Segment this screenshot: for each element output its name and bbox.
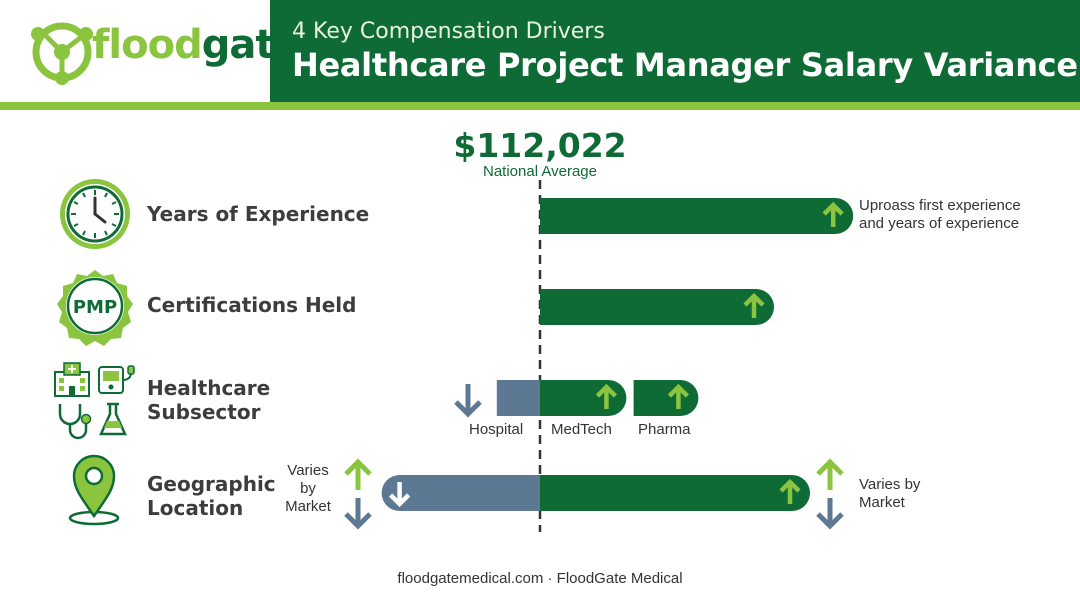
header-subtitle: 4 Key Compensation Drivers (292, 19, 605, 44)
logo-flood: flood (92, 22, 203, 68)
healthcare-icons (54, 362, 135, 440)
experience-note-line2: and years of experience (859, 215, 1020, 232)
location-left-note-line2: by (300, 480, 316, 497)
row-label-subsector: Healthcare Subsector (147, 376, 270, 424)
medical-device-icon (98, 365, 135, 394)
experience-note: Uproass first experience and years of ex… (859, 197, 1021, 233)
down-arrow-icon (816, 498, 844, 530)
bar-up-arrow-icon-2-2 (667, 383, 689, 409)
logo-area (0, 0, 270, 104)
bar-down-arrow-icon-3-0 (389, 482, 411, 508)
bar-row1-0 (540, 289, 774, 325)
floodgate-logo-text: floodgate (92, 22, 301, 68)
header-title: Healthcare Project Manager Salary Varian… (292, 46, 1078, 84)
category-label-pharma: Pharma (638, 421, 691, 438)
header-band (270, 0, 1080, 104)
location-left-arrows (344, 458, 372, 530)
footer-credit: floodgatemedical.com · FloodGate Medical (397, 570, 683, 587)
location-left-note: Varies by Market (280, 462, 336, 516)
bar-up-arrow-icon-1-0 (743, 292, 765, 318)
bar-row2-2 (633, 380, 699, 416)
row-label-location-line1: Geographic (147, 472, 276, 496)
row-label-subsector-line2: Subsector (147, 400, 261, 424)
bar-row0-0 (540, 198, 854, 234)
bar-up-arrow-icon-3-1 (779, 478, 801, 504)
experience-note-line1: Uproass first experience (859, 197, 1021, 214)
hospital-down-arrow-icon (454, 384, 482, 418)
location-pin-icon (68, 454, 120, 526)
down-arrow-icon (344, 498, 372, 530)
row-label-location: Geographic Location (147, 472, 276, 520)
bar-row3-0 (381, 475, 540, 511)
category-label-hospital: Hospital (469, 421, 524, 438)
row-label-certifications: Certifications Held (147, 293, 357, 317)
category-label-medtech: MedTech (551, 421, 612, 438)
clock-icon (60, 179, 130, 249)
floodgate-logo-icon (31, 22, 93, 85)
bar-row2-1 (540, 380, 627, 416)
row-label-location-line2: Location (147, 496, 244, 520)
hospital-icon (54, 362, 90, 397)
bar-up-arrow-icon-2-1 (595, 383, 617, 409)
location-right-arrows (816, 458, 844, 530)
pmp-badge-text: PMP (73, 297, 117, 318)
bar-up-arrow-icon-0-0 (822, 201, 844, 227)
pmp-badge-icon: PMP (57, 270, 133, 346)
header-stripe (0, 102, 1080, 110)
location-right-note-line2: Market (859, 494, 905, 511)
up-arrow-icon (816, 458, 844, 490)
logo-gate: gate (201, 22, 301, 68)
location-left-note-line1: Varies (287, 462, 329, 479)
flask-icon (99, 402, 127, 436)
row-label-experience: Years of Experience (147, 202, 370, 226)
location-left-note-line3: Market (285, 498, 331, 515)
up-arrow-icon (344, 458, 372, 490)
bar-row2-0 (496, 380, 540, 416)
bar-row3-1 (540, 475, 810, 511)
stethoscope-icon (58, 404, 92, 440)
location-right-note: Varies by Market (859, 476, 920, 512)
national-average-value: $112,022 (453, 126, 627, 165)
location-right-note-line1: Varies by (859, 476, 921, 493)
row-label-subsector-line1: Healthcare (147, 376, 271, 400)
national-average-label: National Average (483, 163, 597, 180)
